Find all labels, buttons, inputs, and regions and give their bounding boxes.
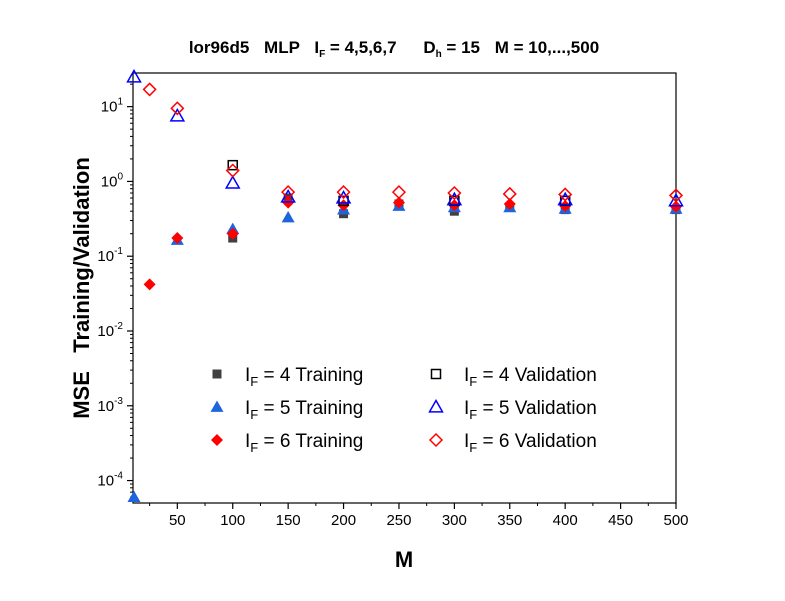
data-point-series-1: [281, 210, 295, 223]
data-point-series-5: [668, 188, 684, 203]
plot-frame: [132, 72, 677, 504]
data-point-series-5: [281, 185, 296, 200]
data-markers: [126, 68, 684, 503]
legend-marker: [430, 368, 442, 380]
data-point-series-3: [227, 159, 238, 171]
y-tick-label: 100: [101, 171, 124, 190]
data-point-series-4: [280, 188, 296, 203]
title-dh-sub: h: [436, 49, 442, 60]
legend-label: IF = 6 Validation: [464, 431, 597, 455]
legend-label: IF = 5 Training: [245, 398, 363, 422]
legend-marker: [210, 400, 224, 412]
data-point-series-2: [503, 197, 516, 210]
x-tick-label: 500: [663, 512, 688, 529]
title-if-sub: F: [319, 49, 325, 60]
legend: IF = 4 Training IF = 5 Training IF = 6 Tra…: [210, 365, 597, 455]
y-tick-label: 101: [101, 97, 124, 116]
data-point-series-2: [226, 227, 239, 240]
x-axis-label: M: [395, 547, 413, 572]
data-point-series-5: [391, 185, 407, 200]
data-point-series-5: [142, 82, 157, 97]
x-tick-label: 350: [497, 512, 522, 529]
data-point-series-4: [446, 191, 463, 206]
x-tick-label: 100: [220, 512, 245, 529]
x-axis: 50 100 150 200 250 300 350 400 450 500: [149, 503, 689, 529]
legend-marker: [212, 369, 222, 379]
legend-marker: [428, 432, 444, 448]
legend-marker: [428, 398, 444, 413]
data-point-series-5: [502, 186, 517, 202]
title-dh-values: = 15: [442, 38, 480, 57]
y-tick-label: 10-1: [97, 246, 123, 265]
data-point-series-1: [127, 490, 141, 503]
legend-label: IF = 6 Training: [245, 431, 363, 455]
x-tick-label: 450: [608, 512, 633, 529]
data-point-series-5: [225, 163, 240, 178]
legend-label: IF = 5 Validation: [464, 398, 597, 422]
title-if-values: = 4,5,6,7: [325, 38, 396, 57]
y-axis: 10-4 10-3 10-2 10-1 100 101: [97, 83, 133, 498]
data-point-series-2: [143, 278, 156, 291]
x-tick-label: 300: [442, 512, 467, 529]
data-point-series-5: [170, 101, 185, 116]
chart-title: lor96d5 MLP IF = 4,5,6,7 Dh = 15 M = 10,…: [189, 38, 599, 60]
legend-label: IF = 4 Training: [245, 365, 363, 389]
data-point-series-4: [668, 192, 684, 207]
y-axis-label: MSE Training/Validation: [69, 157, 94, 419]
title-m-range: M = 10,...,500: [495, 38, 599, 57]
legend-label: IF = 4 Validation: [464, 365, 597, 389]
y-tick-label: 10-2: [97, 321, 123, 340]
data-point-series-5: [558, 187, 573, 202]
title-model: MLP: [264, 38, 300, 57]
legend-marker: [211, 434, 223, 446]
x-tick-label: 400: [553, 512, 578, 529]
data-point-series-5: [447, 185, 462, 201]
title-dh-symbol: D: [423, 38, 435, 57]
data-point-series-2: [282, 196, 295, 209]
y-tick-label: 10-4: [97, 471, 123, 490]
data-point-series-2: [171, 232, 184, 245]
y-tick-label: 10-3: [97, 396, 123, 415]
x-tick-label: 200: [331, 512, 356, 529]
data-point-series-4: [224, 175, 241, 189]
x-tick-label: 250: [386, 512, 411, 529]
title-dataset: lor96d5: [189, 38, 249, 57]
data-point-series-4: [335, 190, 352, 204]
data-point-series-5: [336, 185, 351, 200]
x-tick-label: 150: [276, 512, 301, 529]
data-point-series-4: [557, 191, 573, 206]
data-point-series-2: [392, 196, 405, 209]
title-if-symbol: I: [314, 38, 319, 57]
data-point-series-4: [126, 68, 142, 83]
x-tick-label: 50: [169, 512, 186, 529]
data-point-series-2: [670, 200, 682, 213]
data-point-series-4: [169, 107, 186, 122]
